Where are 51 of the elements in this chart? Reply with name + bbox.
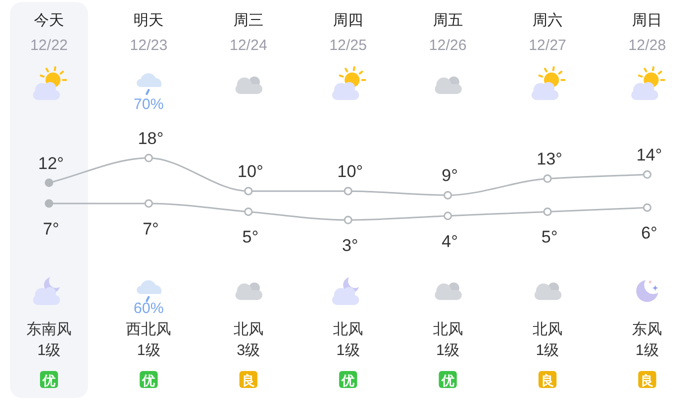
data-label: 5° bbox=[242, 228, 259, 247]
x-tick-label: 明天 bbox=[134, 12, 164, 29]
data-label: 13° bbox=[536, 150, 562, 169]
annotation: 北风 bbox=[333, 321, 364, 338]
data-label: 18° bbox=[138, 129, 164, 148]
x-tick-label: 周日 bbox=[632, 12, 662, 29]
annotation: 北风 bbox=[532, 321, 562, 338]
annotation: 优 bbox=[42, 373, 56, 388]
data-label: 3° bbox=[342, 236, 358, 255]
annotation: 1级 bbox=[137, 342, 160, 359]
annotation: 1级 bbox=[536, 342, 560, 359]
data-label: 12° bbox=[38, 154, 64, 173]
annotation: 东南风 bbox=[26, 321, 72, 338]
x-tick-label: 周三 bbox=[233, 12, 264, 29]
data-label: 9° bbox=[442, 166, 458, 186]
x-tick-label: 12/26 bbox=[429, 37, 467, 54]
data-label: 7° bbox=[142, 219, 159, 238]
annotation: 60% bbox=[134, 300, 164, 317]
annotation: 北风 bbox=[233, 321, 264, 338]
annotation: 北风 bbox=[432, 321, 463, 338]
data-label: 10° bbox=[238, 162, 264, 182]
x-tick-label: 12/23 bbox=[130, 37, 168, 54]
x-tick-label: 12/28 bbox=[628, 37, 666, 54]
annotation: 优 bbox=[342, 373, 355, 388]
annotation: 1级 bbox=[37, 342, 61, 359]
annotation: 西北风 bbox=[126, 321, 172, 338]
data-label: 7° bbox=[42, 219, 60, 238]
annotation: 良 bbox=[640, 373, 654, 388]
annotation: 1级 bbox=[636, 342, 659, 359]
annotation: 东风 bbox=[632, 321, 662, 338]
x-tick-label: 12/22 bbox=[30, 37, 68, 54]
x-tick-label: 周四 bbox=[333, 12, 364, 29]
data-label: 14° bbox=[636, 146, 662, 165]
annotation: 1级 bbox=[436, 342, 460, 359]
annotation: 优 bbox=[441, 373, 454, 388]
data-label: 10° bbox=[337, 162, 363, 182]
x-tick-label: 周六 bbox=[532, 12, 562, 29]
annotation: 良 bbox=[541, 373, 554, 388]
x-tick-label: 12/27 bbox=[528, 37, 566, 54]
x-tick-label: 周五 bbox=[432, 12, 463, 29]
annotation: 优 bbox=[142, 373, 156, 388]
data-label: 4° bbox=[442, 232, 458, 251]
annotation: 70% bbox=[134, 96, 164, 113]
data-label: 6° bbox=[641, 224, 658, 243]
annotation: 良 bbox=[242, 373, 255, 388]
annotation: 3级 bbox=[236, 342, 260, 359]
data-label: 5° bbox=[541, 228, 558, 247]
annotation: 1级 bbox=[336, 342, 360, 359]
x-tick-label: 今天 bbox=[34, 12, 64, 29]
x-tick-label: 12/24 bbox=[230, 37, 268, 54]
x-tick-label: 12/25 bbox=[329, 37, 367, 54]
